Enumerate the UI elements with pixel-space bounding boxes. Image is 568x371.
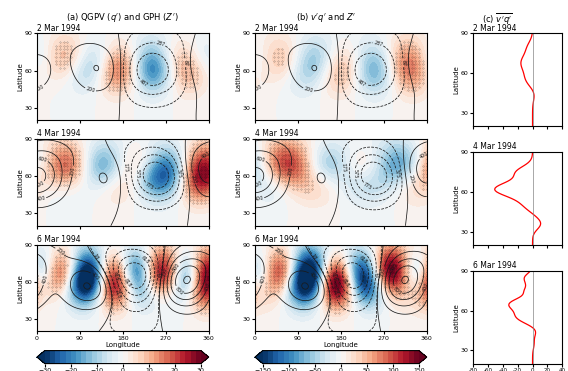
- Text: 6 Mar 1994: 6 Mar 1994: [473, 261, 516, 270]
- Text: 618: 618: [140, 255, 150, 265]
- Y-axis label: Latitude: Latitude: [18, 274, 23, 302]
- Y-axis label: Latitude: Latitude: [18, 62, 23, 91]
- Text: 800: 800: [253, 180, 263, 189]
- Text: 618: 618: [358, 255, 368, 265]
- Text: 575: 575: [352, 169, 358, 178]
- Text: 2 Mar 1994: 2 Mar 1994: [473, 24, 516, 33]
- Text: 200: 200: [162, 267, 169, 277]
- Text: 2 Mar 1994: 2 Mar 1994: [255, 24, 298, 33]
- Text: 600: 600: [37, 156, 48, 163]
- Text: 800: 800: [35, 180, 45, 189]
- Text: 800: 800: [174, 286, 184, 296]
- Text: 200: 200: [190, 174, 197, 184]
- Y-axis label: Latitude: Latitude: [18, 168, 23, 197]
- Text: 18: 18: [377, 271, 382, 278]
- Text: 800: 800: [392, 286, 402, 296]
- Text: 200: 200: [69, 166, 76, 176]
- Text: 287: 287: [373, 40, 383, 47]
- PathPatch shape: [255, 351, 263, 364]
- Text: 400: 400: [204, 282, 211, 292]
- Text: 218: 218: [113, 289, 121, 300]
- Text: 200: 200: [85, 86, 95, 94]
- Y-axis label: Latitude: Latitude: [236, 62, 241, 91]
- Text: 200: 200: [303, 86, 314, 94]
- Text: 375: 375: [394, 169, 400, 179]
- Y-axis label: Latitude: Latitude: [453, 65, 460, 94]
- Text: 418: 418: [329, 270, 337, 281]
- Text: 4 Mar 1994: 4 Mar 1994: [473, 142, 516, 151]
- Text: (a) QGPV ($q'$) and GPH ($Z'$): (a) QGPV ($q'$) and GPH ($Z'$): [66, 11, 178, 24]
- Text: 400: 400: [90, 271, 100, 282]
- Text: 600: 600: [35, 272, 40, 282]
- Text: 2 Mar 1994: 2 Mar 1994: [37, 24, 81, 33]
- Text: 200: 200: [408, 174, 415, 184]
- Text: 400: 400: [201, 151, 211, 160]
- Text: 400: 400: [260, 275, 266, 285]
- Text: 18: 18: [158, 271, 164, 278]
- Text: 400: 400: [419, 151, 429, 160]
- Text: 6 Mar 1994: 6 Mar 1994: [37, 235, 81, 244]
- Text: 487: 487: [357, 78, 367, 88]
- Text: 200: 200: [55, 247, 65, 256]
- Y-axis label: Latitude: Latitude: [453, 184, 460, 213]
- Text: 87: 87: [182, 60, 188, 66]
- Text: (c) $\overline{v'q'}$: (c) $\overline{v'q'}$: [482, 11, 512, 27]
- Text: 400: 400: [308, 271, 318, 282]
- Text: (b) $v'q'$ and $Z'$: (b) $v'q'$ and $Z'$: [296, 11, 357, 24]
- Text: 600: 600: [171, 262, 181, 272]
- Text: 218: 218: [331, 289, 339, 300]
- Text: 575: 575: [135, 169, 140, 178]
- Text: 818: 818: [123, 278, 132, 288]
- Text: 775: 775: [144, 182, 155, 191]
- Text: 200: 200: [380, 267, 387, 277]
- X-axis label: Longitude: Longitude: [106, 342, 140, 348]
- Text: 200: 200: [35, 83, 45, 92]
- Text: 400: 400: [36, 196, 46, 203]
- Y-axis label: Latitude: Latitude: [453, 303, 460, 332]
- Text: 4 Mar 1994: 4 Mar 1994: [255, 129, 299, 138]
- Y-axis label: Latitude: Latitude: [236, 274, 241, 302]
- Text: 400: 400: [41, 275, 48, 285]
- Text: 600: 600: [253, 272, 258, 282]
- Text: 200: 200: [273, 247, 283, 256]
- Y-axis label: Latitude: Latitude: [236, 168, 241, 197]
- Text: 400: 400: [421, 282, 429, 292]
- X-axis label: Longitude: Longitude: [324, 342, 358, 348]
- Text: 600: 600: [256, 156, 266, 163]
- Text: 775: 775: [362, 182, 373, 191]
- PathPatch shape: [201, 351, 209, 364]
- PathPatch shape: [37, 351, 45, 364]
- PathPatch shape: [419, 351, 427, 364]
- Text: 175: 175: [122, 162, 128, 173]
- Text: 4 Mar 1994: 4 Mar 1994: [37, 129, 81, 138]
- Text: 600: 600: [389, 262, 399, 272]
- Text: 418: 418: [111, 270, 119, 281]
- Text: 287: 287: [155, 40, 165, 47]
- Text: 200: 200: [253, 83, 263, 92]
- Text: 487: 487: [139, 78, 149, 88]
- Text: 818: 818: [341, 278, 350, 288]
- Text: 18: 18: [310, 253, 318, 261]
- Text: 6 Mar 1994: 6 Mar 1994: [255, 235, 299, 244]
- Text: 200: 200: [287, 166, 294, 176]
- Text: 400: 400: [254, 196, 264, 203]
- Text: 175: 175: [340, 162, 346, 173]
- Text: 18: 18: [92, 253, 100, 261]
- Text: 87: 87: [400, 60, 406, 66]
- Text: 375: 375: [176, 169, 182, 179]
